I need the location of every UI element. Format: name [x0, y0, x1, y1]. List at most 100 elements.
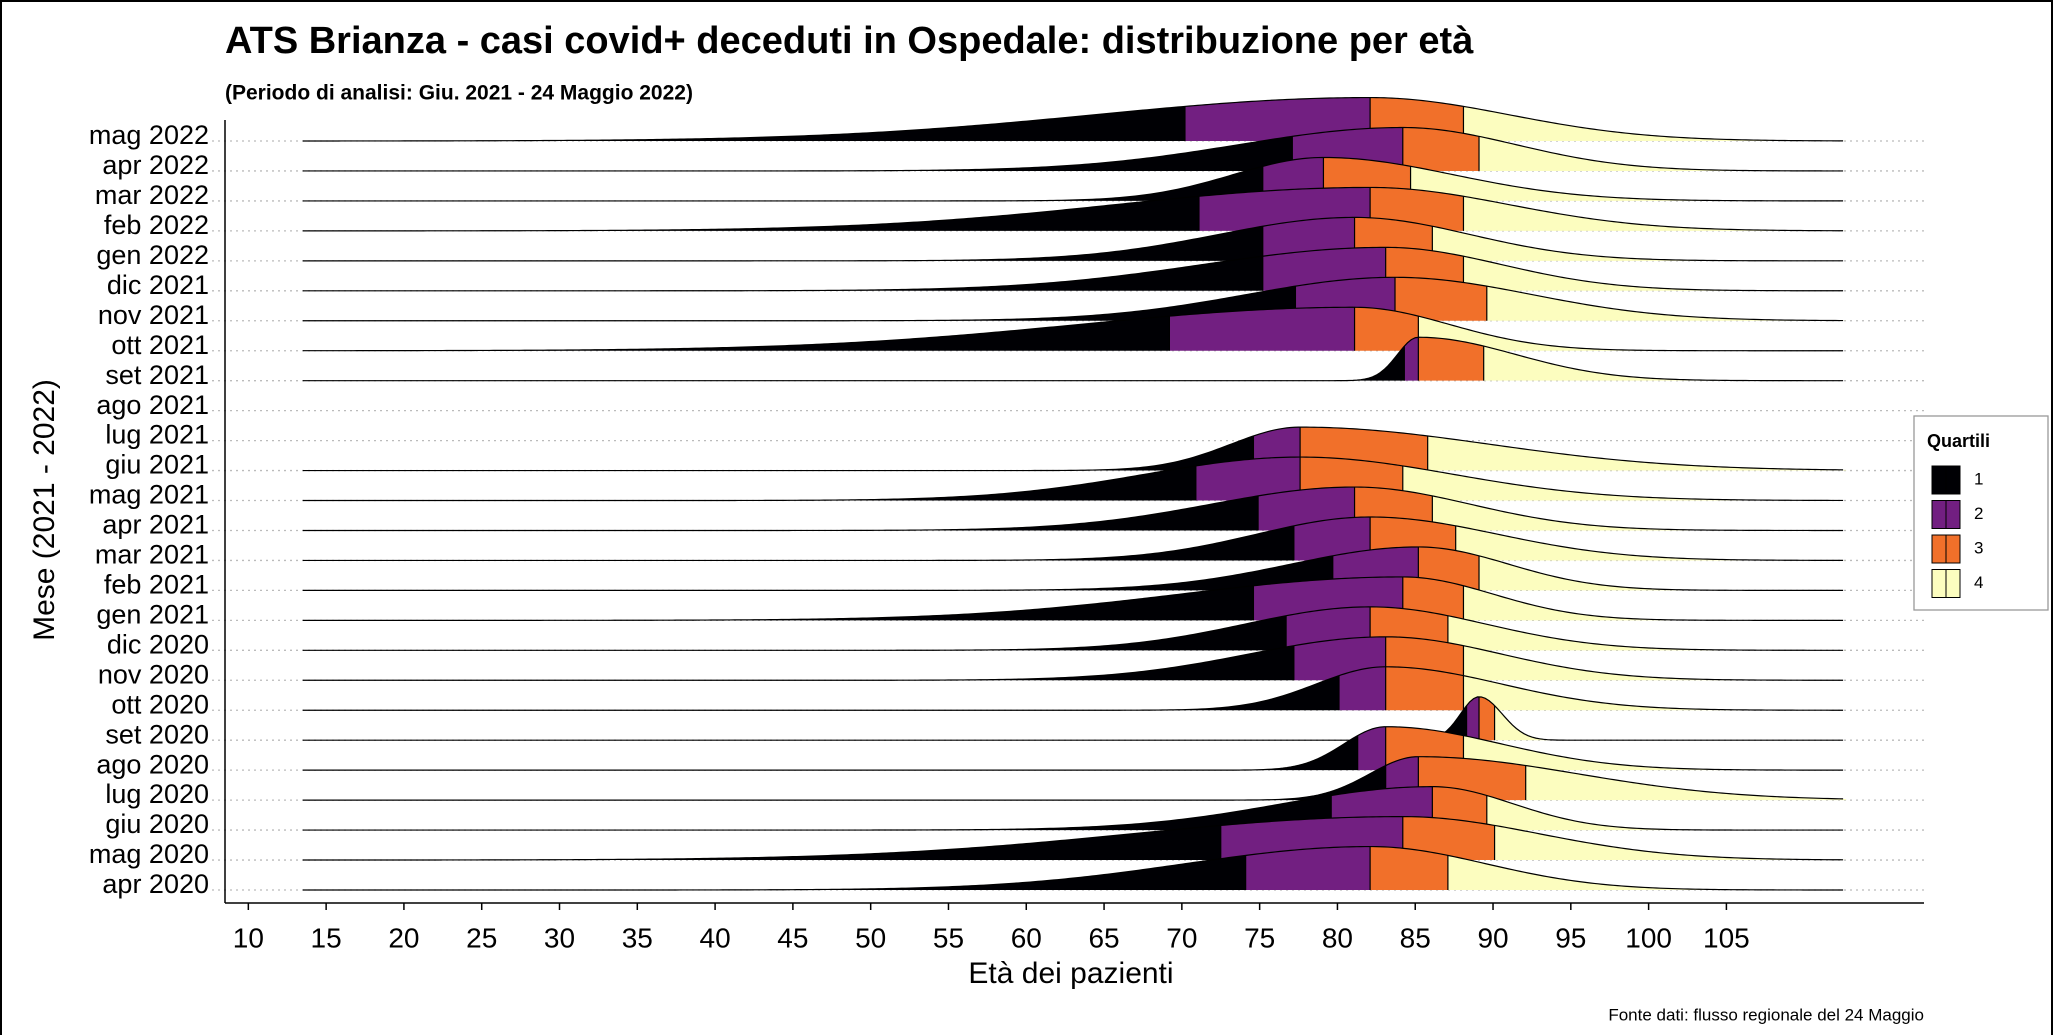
y-tick-label: apr 2021	[102, 510, 209, 540]
quartile-area	[302, 465, 1196, 501]
quartile-area	[1293, 516, 1371, 561]
density-outline	[302, 546, 1844, 591]
quartile-area	[1402, 465, 1847, 501]
legend-label: 1	[1974, 469, 1983, 488]
quartile-area	[1354, 307, 1419, 351]
x-tick-label: 90	[1477, 922, 1508, 953]
quartile-area	[302, 855, 1246, 890]
quartile-area	[1385, 666, 1464, 711]
quartile-area	[1427, 435, 1847, 471]
quartile-area	[302, 525, 1294, 561]
quartile-area	[1402, 127, 1480, 171]
quartile-area	[1447, 615, 1847, 651]
y-tick-label: nov 2020	[98, 659, 209, 689]
density-outline	[302, 306, 1844, 352]
quartile-area	[1483, 346, 1847, 381]
x-tick-label: 10	[233, 922, 264, 953]
density-outline	[302, 126, 1844, 172]
density-outline	[302, 756, 1844, 801]
y-tick-label: apr 2020	[102, 869, 209, 899]
y-tick-label: mag 2022	[89, 120, 209, 150]
quartile-area	[1463, 645, 1847, 681]
density-outline	[302, 336, 1844, 382]
quartile-area	[1432, 226, 1847, 261]
legend-label: 2	[1974, 504, 1983, 523]
x-axis-title: Età dei pazienti	[968, 957, 1173, 990]
quartile-area	[1494, 825, 1847, 861]
density-outline	[302, 815, 1844, 861]
x-tick-label: 45	[777, 922, 808, 953]
x-tick-label: 60	[1011, 922, 1042, 953]
density-outline	[302, 636, 1844, 681]
quartile-area	[1357, 726, 1386, 771]
x-tick-label: 70	[1166, 922, 1197, 953]
quartile-area	[1410, 166, 1847, 201]
y-tick-label: feb 2021	[104, 570, 209, 600]
legend-label: 3	[1974, 538, 1983, 557]
source: Fonte dati: flusso regionale del 24 Magg…	[1608, 1005, 1924, 1024]
quartile-area	[302, 675, 1339, 711]
density-outline	[302, 246, 1844, 292]
quartile-area	[1402, 816, 1495, 861]
density-outline	[302, 186, 1844, 232]
quartile-area	[302, 495, 1259, 531]
quartile-area	[1184, 97, 1371, 141]
density-outline	[302, 486, 1844, 532]
quartile-area	[302, 555, 1333, 591]
y-tick-label: mag 2020	[89, 839, 209, 869]
x-tick-label: 105	[1703, 922, 1750, 953]
quartile-area	[302, 196, 1199, 231]
x-tick-label: 85	[1400, 922, 1431, 953]
quartile-area	[1432, 495, 1847, 531]
density-outline	[302, 426, 1844, 472]
quartile-area	[1195, 457, 1301, 501]
y-tick-label: set 2020	[105, 719, 209, 749]
y-tick-label: mar 2022	[95, 180, 209, 210]
density-outline	[302, 216, 1844, 262]
quartile-area	[1525, 765, 1847, 801]
quartile-area	[302, 316, 1170, 351]
quartile-area	[1338, 666, 1386, 711]
density-outline	[302, 456, 1844, 502]
quartile-area	[1404, 337, 1419, 381]
y-axis-title: Mese (2021 - 2022)	[28, 379, 61, 641]
quartile-area	[1418, 337, 1484, 381]
y-tick-label: dic 2021	[107, 270, 209, 300]
quartile-area	[302, 166, 1263, 201]
quartile-area	[1463, 196, 1847, 231]
quartile-area	[1463, 256, 1847, 291]
density-outline	[302, 576, 1844, 621]
quartile-area	[302, 645, 1294, 681]
x-tick-label: 20	[388, 922, 419, 953]
y-tick-label: mar 2021	[95, 540, 209, 570]
x-tick-label: 35	[622, 922, 653, 953]
x-tick-label: 40	[700, 922, 731, 953]
quartile-area	[302, 136, 1293, 171]
quartile-area	[302, 435, 1254, 471]
y-tick-label: lug 2020	[105, 779, 209, 809]
y-tick-label: ott 2021	[111, 330, 209, 360]
y-tick-label: nov 2021	[98, 300, 209, 330]
quartile-area	[1463, 735, 1847, 771]
y-tick-label: mag 2021	[89, 480, 209, 510]
quartile-area	[302, 825, 1221, 861]
y-tick-label: gen 2022	[96, 240, 209, 270]
chart-title: ATS Brianza - casi covid+ deceduti in Os…	[225, 20, 1474, 62]
density-outline	[302, 845, 1844, 891]
x-tick-label: 95	[1555, 922, 1586, 953]
quartile-area	[302, 615, 1287, 651]
quartile-area	[1447, 855, 1847, 890]
quartile-area	[1479, 696, 1495, 741]
y-tick-label: dic 2020	[107, 629, 209, 659]
quartile-area	[1463, 675, 1847, 711]
density-outline	[302, 156, 1844, 202]
quartile-area	[1245, 846, 1371, 890]
quartile-area	[1370, 846, 1448, 890]
density-outline	[302, 606, 1844, 651]
quartile-area	[1479, 555, 1847, 591]
x-tick-label: 65	[1088, 922, 1119, 953]
density-outline	[302, 516, 1844, 562]
quartile-area	[1463, 585, 1847, 621]
